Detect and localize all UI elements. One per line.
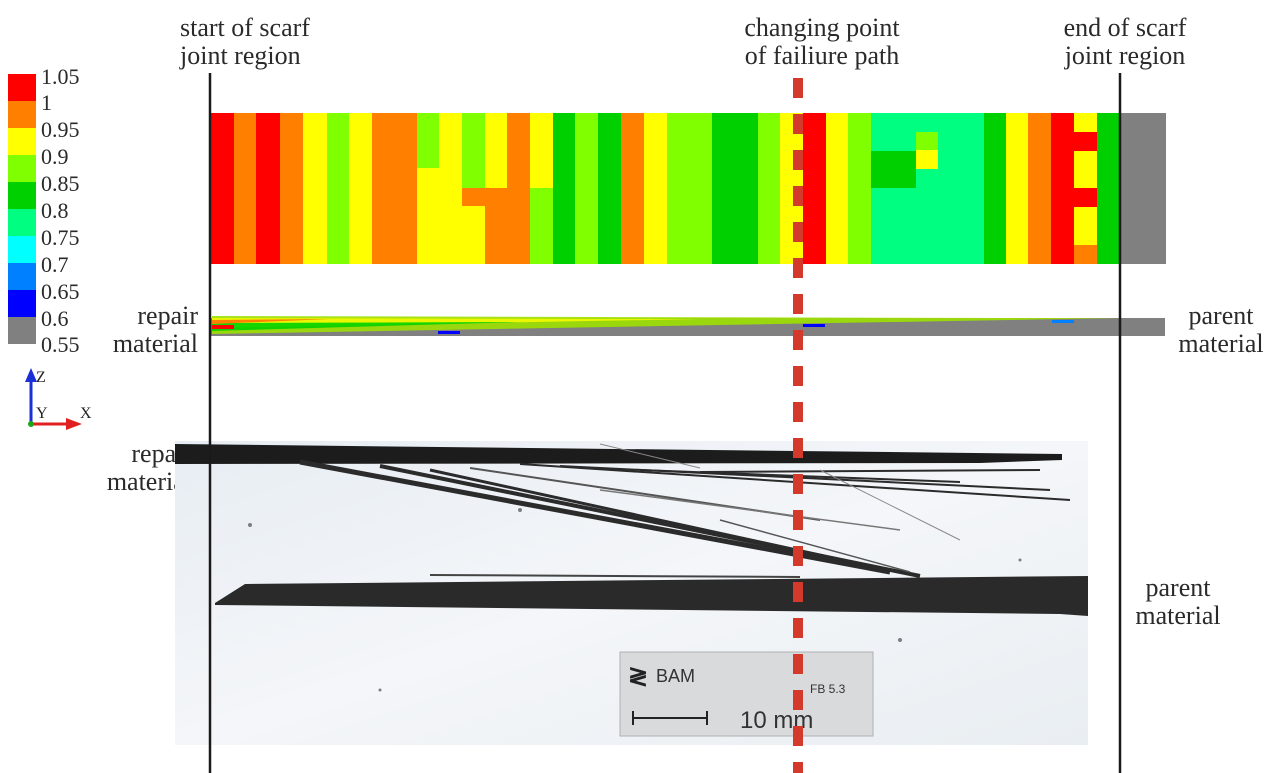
end-label-line-1: end of scarf <box>1063 13 1187 42</box>
axis-triad: Z Y X <box>25 368 92 430</box>
legend-value: 0.65 <box>41 279 80 304</box>
laminate-red-spot <box>212 325 234 329</box>
legend-swatch <box>8 101 36 128</box>
parent-photo-line-2: material <box>1135 601 1221 630</box>
laminate-ply-orange <box>212 319 330 324</box>
start-of-scarf-label: start of scarf joint region <box>180 14 310 70</box>
laminate-blue-spot <box>803 324 825 327</box>
end-of-scarf-label: end of scarf joint region <box>1025 14 1225 70</box>
legend-swatch <box>8 74 36 101</box>
start-label-line-2: joint region <box>180 41 301 70</box>
repair-top-line-2: material <box>112 329 198 358</box>
y-axis-dot-icon <box>28 421 34 427</box>
parent-material-band <box>215 576 1088 616</box>
legend-value: 0.8 <box>41 198 69 223</box>
change-label-line-2: of failiure path <box>744 41 900 70</box>
legend-swatch <box>8 263 36 290</box>
parent-top-line-2: material <box>1178 329 1264 358</box>
legend-value: 0.9 <box>41 144 69 169</box>
bam-logo-icon: ≷ <box>628 663 648 690</box>
laminate-blue-spot <box>438 331 460 334</box>
legend-swatch <box>8 290 36 317</box>
start-label-line-1: start of scarf <box>180 13 310 42</box>
legend-swatch <box>8 155 36 182</box>
laminate-blue-spot <box>1052 320 1074 323</box>
parent-photo-line-1: parent <box>1145 573 1211 602</box>
z-axis-arrow-icon <box>25 368 37 382</box>
laminate-ply-green <box>212 322 520 331</box>
photo-specks <box>248 508 1022 692</box>
scale-card <box>619 651 874 737</box>
laminate-side-view <box>210 316 1165 336</box>
legend-swatch <box>8 128 36 155</box>
legend-value: 0.7 <box>41 252 69 277</box>
parent-top-line-1: parent <box>1188 301 1254 330</box>
repair-material-band <box>175 444 1062 464</box>
legend-value: 1.05 <box>41 64 80 89</box>
legend-value: 0.95 <box>41 117 80 142</box>
repair-top-line-1: repair <box>137 301 198 330</box>
legend-value: 1 <box>41 90 52 115</box>
legend-swatch <box>8 317 36 344</box>
legend-swatch <box>8 182 36 209</box>
legend-value: 0.55 <box>41 332 80 357</box>
legend-value: 0.85 <box>41 171 80 196</box>
parent-material-photo-label: parent material <box>1120 574 1236 630</box>
contour-stripes <box>210 113 1119 264</box>
contour-plot <box>210 113 1166 264</box>
z-axis-label: Z <box>36 369 46 386</box>
bam-scale-label: ≷ BAM FB 5.3 10 mm <box>619 651 874 737</box>
legend-swatch <box>8 236 36 263</box>
legend-value: 0.6 <box>41 306 69 331</box>
legend-swatch <box>8 209 36 236</box>
x-axis-label: X <box>80 405 92 422</box>
specimen-photo: ≷ BAM FB 5.3 10 mm <box>175 441 1088 745</box>
change-label-line-1: changing point <box>744 13 900 42</box>
repair-material-top-label: repair material <box>98 302 198 358</box>
lab-code-text: FB 5.3 <box>810 682 846 696</box>
changing-point-label: changing point of failiure path <box>712 14 932 70</box>
bam-logo-text: BAM <box>656 666 695 686</box>
end-label-line-2: joint region <box>1064 41 1186 70</box>
parent-material-top-label: parent material <box>1165 302 1277 358</box>
x-axis-arrow-icon <box>66 418 82 430</box>
y-axis-label: Y <box>36 405 48 422</box>
fracture-fibres <box>299 443 1071 578</box>
legend-value: 0.75 <box>41 225 80 250</box>
